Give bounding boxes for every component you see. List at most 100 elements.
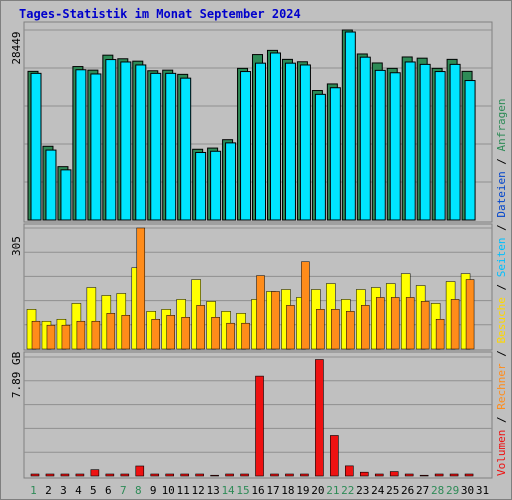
bar-volumen	[45, 473, 55, 477]
bar-besuche	[181, 317, 190, 350]
bar-besuche	[196, 305, 205, 350]
chart-title: Tages-Statistik im Monat September 2024	[19, 7, 301, 21]
x-tick-label: 12	[192, 484, 205, 497]
bar-besuche	[420, 301, 430, 350]
x-tick-label: 30	[461, 484, 474, 497]
x-tick-label: 16	[251, 484, 264, 497]
x-tick-label: 20	[311, 484, 324, 497]
bar-besuche	[331, 309, 340, 350]
bar-dateien	[374, 69, 386, 221]
x-tick-label: 29	[446, 484, 459, 497]
bar-volumen	[315, 359, 324, 477]
bar-volumen	[180, 473, 189, 477]
x-tick-label: 14	[221, 484, 235, 497]
bar-besuche	[151, 318, 160, 350]
x-tick-label: 26	[401, 484, 414, 497]
bar-dateien	[299, 64, 311, 221]
bar-volumen	[225, 473, 234, 477]
bar-besuche	[136, 227, 146, 350]
bar-volumen	[240, 473, 249, 477]
bar-besuche	[241, 322, 250, 350]
bar-dateien	[344, 31, 356, 221]
bar-dateien	[255, 62, 267, 221]
x-tick-label: 3	[60, 484, 67, 497]
bar-volumen	[195, 473, 204, 477]
bar-besuche	[226, 322, 235, 350]
bar-besuche	[286, 305, 295, 350]
bar-dateien	[269, 52, 281, 221]
bar-dateien	[389, 72, 401, 221]
bar-dateien	[135, 64, 147, 221]
bar-dateien	[225, 142, 237, 221]
bar-volumen	[120, 473, 130, 477]
x-tick-label: 13	[206, 484, 219, 497]
bar-volumen	[389, 471, 399, 477]
bar-dateien	[195, 151, 207, 221]
bar-besuche	[46, 324, 56, 350]
x-tick-label: 27	[416, 484, 429, 497]
bar-dateien	[75, 69, 87, 221]
bar-volumen	[90, 469, 100, 477]
legend-separator: /	[495, 344, 508, 364]
bar-dateien	[240, 71, 252, 221]
x-tick-label: 18	[281, 484, 294, 497]
bar-dateien	[359, 56, 371, 221]
bar-volumen	[285, 473, 294, 477]
legend-separator: /	[495, 410, 508, 430]
bar-volumen	[464, 473, 474, 477]
bar-dateien	[150, 72, 162, 221]
bar-dateien	[45, 149, 57, 221]
bar-besuche	[346, 311, 355, 350]
bar-volumen	[434, 473, 444, 477]
bar-dateien	[314, 93, 326, 221]
legend-separator: /	[495, 277, 508, 297]
y-max-label: 28449	[10, 31, 23, 64]
bar-besuche	[376, 297, 385, 350]
bar-dateien	[404, 61, 416, 221]
bar-besuche	[91, 320, 101, 350]
x-tick-label: 25	[386, 484, 399, 497]
legend-besuche: Besuche	[495, 297, 508, 343]
bar-dateien	[165, 72, 177, 221]
bar-besuche	[390, 297, 400, 350]
bar-besuche	[31, 320, 41, 350]
bar-dateien	[120, 61, 132, 221]
x-tick-label: 31	[476, 484, 489, 497]
bar-dateien	[284, 62, 296, 221]
x-tick-label: 7	[120, 484, 127, 497]
bar-dateien	[60, 169, 72, 221]
bar-volumen	[60, 473, 70, 477]
x-tick-label: 1	[30, 484, 37, 497]
x-tick-label: 11	[177, 484, 190, 497]
bar-besuche	[166, 315, 175, 350]
x-tick-label: 17	[266, 484, 279, 497]
bar-besuche	[450, 299, 460, 350]
bar-seiten	[86, 287, 97, 350]
bar-dateien	[90, 73, 102, 221]
bar-volumen	[75, 473, 85, 477]
vertical-legend: Volumen / Rechner / Besuche / Seiten / D…	[495, 98, 508, 476]
bar-besuche	[106, 313, 116, 350]
bar-volumen	[210, 474, 219, 477]
x-tick-label: 5	[90, 484, 97, 497]
x-tick-label: 9	[150, 484, 157, 497]
bar-dateien	[105, 59, 117, 221]
bar-volumen	[300, 473, 309, 477]
x-tick-label: 15	[236, 484, 249, 497]
bar-besuche	[211, 317, 220, 350]
bar-volumen	[345, 465, 354, 477]
y-max-label: 7.89 GB	[10, 351, 23, 398]
bar-volumen	[449, 473, 459, 477]
bar-dateien	[449, 63, 461, 221]
x-tick-label: 4	[75, 484, 82, 497]
bar-volumen	[165, 473, 175, 477]
bar-besuche	[435, 318, 445, 350]
x-tick-label: 10	[162, 484, 175, 497]
x-tick-label: 24	[371, 484, 385, 497]
bar-volumen	[150, 473, 160, 477]
bar-volumen	[135, 465, 145, 477]
bar-volumen	[419, 474, 429, 477]
bar-besuche	[121, 315, 131, 350]
x-tick-label: 2	[45, 484, 52, 497]
bar-besuche	[76, 320, 86, 350]
